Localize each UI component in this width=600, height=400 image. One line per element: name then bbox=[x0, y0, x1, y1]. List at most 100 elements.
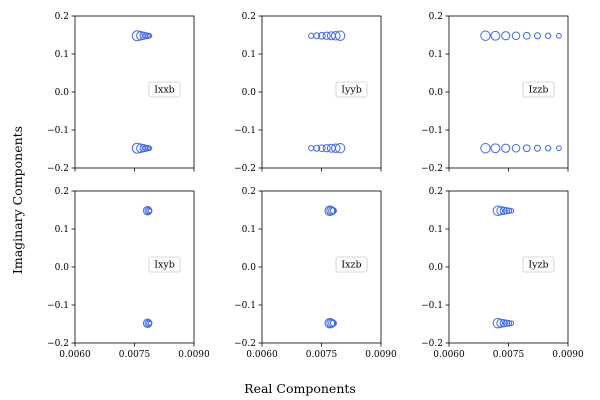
axes-frame bbox=[448, 15, 569, 169]
x-tick-label: 0.0090 bbox=[552, 350, 584, 360]
y-tick-label: 0.1 bbox=[429, 50, 443, 60]
y-tick-label: −0.1 bbox=[234, 301, 256, 311]
subplot-grid: −0.2 −0.1 0.0 0.1 0.2 Ixxb −0.2 −0.1 0.0 0.1 0.2 Iy… bbox=[47, 12, 584, 360]
legend-label: Ixxb bbox=[154, 85, 175, 96]
data-point bbox=[308, 145, 315, 152]
data-point bbox=[326, 206, 336, 216]
y-tick-label: 0.0 bbox=[429, 88, 444, 98]
y-tick-label: −0.1 bbox=[234, 126, 256, 136]
data-point bbox=[496, 206, 506, 216]
data-point bbox=[334, 143, 346, 154]
y-tick-label: −0.1 bbox=[421, 301, 443, 311]
data-point bbox=[329, 319, 337, 327]
y-tick-label: 0.0 bbox=[242, 263, 257, 273]
data-point bbox=[131, 30, 143, 42]
y-tick-label: −0.2 bbox=[234, 164, 256, 174]
axes-frame bbox=[261, 190, 382, 344]
legend-box bbox=[335, 81, 368, 98]
y-tick-label: 0.2 bbox=[429, 187, 443, 197]
axes-frame bbox=[261, 15, 382, 169]
y-tick-label: 0.0 bbox=[55, 88, 70, 98]
data-point bbox=[511, 143, 521, 153]
data-point bbox=[505, 207, 513, 214]
data-point bbox=[508, 320, 515, 327]
x-tick-label: 0.0075 bbox=[306, 350, 338, 360]
data-point bbox=[322, 144, 331, 153]
data-point bbox=[501, 31, 511, 41]
data-point bbox=[330, 30, 341, 41]
data-point bbox=[490, 143, 501, 154]
data-point bbox=[490, 30, 501, 41]
x-tick-label: 0.0060 bbox=[433, 350, 465, 360]
data-point bbox=[502, 319, 511, 327]
data-point bbox=[147, 208, 153, 214]
legend-box bbox=[335, 256, 368, 273]
y-tick-label: 0.0 bbox=[55, 263, 70, 273]
y-tick-label: 0.1 bbox=[242, 225, 256, 235]
data-point bbox=[511, 31, 521, 41]
y-tick-label: 0.0 bbox=[242, 88, 257, 98]
legend-box bbox=[522, 256, 555, 273]
data-point bbox=[146, 145, 153, 151]
data-point bbox=[499, 319, 508, 328]
axes-frame bbox=[74, 15, 195, 169]
data-point bbox=[501, 143, 511, 153]
axes-frame bbox=[74, 190, 195, 344]
figure-ylabel: Imaginary Components bbox=[10, 126, 25, 274]
y-tick-label: 0.2 bbox=[55, 12, 69, 22]
legend-box bbox=[148, 256, 181, 273]
data-point bbox=[318, 144, 326, 153]
y-tick-label: 0.1 bbox=[242, 50, 256, 60]
legend-label: Iyyb bbox=[341, 85, 362, 96]
data-point bbox=[544, 145, 552, 152]
data-point bbox=[522, 31, 531, 40]
subplot-6: −0.2 −0.1 0.0 0.1 0.2 0.0060 0.0075 0.0090 Iyzb bbox=[421, 187, 584, 360]
legend-label: Izzb bbox=[529, 85, 549, 96]
x-tick-label: 0.0090 bbox=[178, 350, 210, 360]
y-tick-label: −0.1 bbox=[47, 126, 69, 136]
y-tick-label: −0.2 bbox=[47, 339, 69, 349]
y-tick-label: 0.2 bbox=[429, 12, 443, 22]
data-point bbox=[492, 318, 503, 329]
x-tick-label: 0.0075 bbox=[119, 350, 151, 360]
axes-frame bbox=[448, 190, 569, 344]
data-point bbox=[324, 317, 336, 329]
data-point bbox=[313, 144, 321, 152]
data-point bbox=[326, 318, 336, 328]
data-point bbox=[522, 144, 531, 153]
data-point bbox=[533, 32, 541, 40]
x-tick-label: 0.0060 bbox=[59, 350, 91, 360]
subplot-3: −0.2 −0.1 0.0 0.1 0.2 Izzb bbox=[421, 12, 569, 174]
y-tick-label: −0.2 bbox=[234, 339, 256, 349]
subplot-4: −0.2 −0.1 0.0 0.1 0.2 0.0060 0.0075 0.0090 Ixyb bbox=[47, 187, 210, 360]
data-point bbox=[508, 207, 515, 214]
y-tick-label: 0.1 bbox=[55, 50, 69, 60]
subplot-2: −0.2 −0.1 0.0 0.1 0.2 Iyyb bbox=[234, 12, 382, 174]
figure-xlabel: Real Components bbox=[244, 381, 356, 396]
y-tick-label: 0.2 bbox=[242, 187, 256, 197]
y-tick-label: 0.1 bbox=[55, 225, 69, 235]
y-tick-label: −0.2 bbox=[421, 164, 443, 174]
legend-box bbox=[148, 81, 181, 98]
data-point bbox=[131, 142, 143, 154]
data-point bbox=[480, 30, 491, 41]
data-point bbox=[329, 207, 337, 215]
y-tick-label: −0.1 bbox=[47, 301, 69, 311]
data-point bbox=[147, 320, 153, 326]
y-tick-label: 0.1 bbox=[429, 225, 443, 235]
data-point bbox=[144, 32, 152, 39]
legend-label: Ixyb bbox=[154, 260, 175, 271]
legend-label: Ixzb bbox=[341, 260, 361, 271]
data-point bbox=[505, 320, 513, 327]
data-point bbox=[544, 32, 552, 39]
x-tick-label: 0.0060 bbox=[246, 350, 278, 360]
subplot-5: −0.2 −0.1 0.0 0.1 0.2 0.0060 0.0075 0.0090 Ixzb bbox=[234, 187, 397, 360]
subplot-1: −0.2 −0.1 0.0 0.1 0.2 Ixxb bbox=[47, 12, 195, 174]
data-point bbox=[144, 145, 152, 152]
y-tick-label: −0.2 bbox=[47, 164, 69, 174]
data-point bbox=[330, 143, 341, 154]
data-point bbox=[480, 143, 491, 154]
data-point bbox=[502, 207, 511, 215]
data-point bbox=[324, 205, 336, 217]
